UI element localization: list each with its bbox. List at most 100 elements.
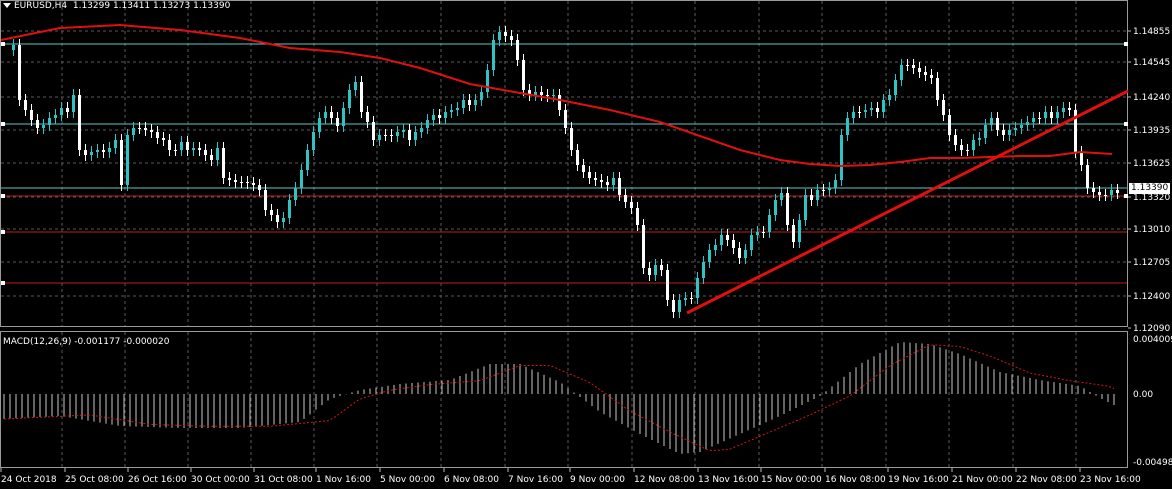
candle-bull xyxy=(654,265,657,275)
candle-bull xyxy=(60,108,63,115)
candle-bear xyxy=(648,268,651,275)
macd-tick-label: 0.004009 xyxy=(1133,335,1172,345)
candle-bear xyxy=(264,190,267,210)
candle-bear xyxy=(258,185,261,190)
candle-bull xyxy=(402,130,405,132)
current-price-tag: 1.13390 xyxy=(1129,183,1170,194)
candle-bear xyxy=(960,145,963,150)
candle-bear xyxy=(528,90,531,95)
time-tick-label: 12 Nov 08:00 xyxy=(634,475,695,485)
candle-bear xyxy=(966,150,969,151)
candle-bull xyxy=(96,150,99,152)
price-tick-label: 1.13935 xyxy=(1133,126,1170,136)
candle-bear xyxy=(66,108,69,112)
candle-bear xyxy=(234,180,237,182)
candle-bull xyxy=(744,250,747,258)
candle-bear xyxy=(738,248,741,258)
candle-bull xyxy=(696,278,699,298)
candle-bear xyxy=(1050,112,1053,118)
candle-bull xyxy=(420,128,423,132)
price-tick-label: 1.12400 xyxy=(1133,292,1170,302)
candle-bull xyxy=(834,180,837,188)
candle-bear xyxy=(222,148,225,178)
candle-bull xyxy=(1044,112,1047,118)
candle-bear xyxy=(876,108,879,112)
candle-bear xyxy=(246,182,249,183)
candle-bull xyxy=(612,178,615,185)
candle-bull xyxy=(12,45,15,50)
line-handle xyxy=(1124,122,1128,126)
candle-bull xyxy=(432,115,435,120)
time-tick-label: 1 Nov 16:00 xyxy=(316,475,371,485)
time-tick-label: 15 Nov 00:00 xyxy=(761,475,822,485)
candle-bear xyxy=(936,78,939,100)
candle-bull xyxy=(414,132,417,140)
candle-bear xyxy=(36,120,39,128)
line-handle xyxy=(1,42,5,46)
price-tick-label: 1.12090 xyxy=(1133,324,1170,334)
candle-bull xyxy=(324,112,327,118)
candle-bull xyxy=(1056,112,1059,118)
time-tick-label: 21 Nov 00:00 xyxy=(952,475,1013,485)
candle-bull xyxy=(216,148,219,160)
candle-bull xyxy=(780,193,783,200)
candle-bear xyxy=(906,65,909,66)
candle-bear xyxy=(732,240,735,248)
candle-bull xyxy=(126,135,129,185)
candle-bull xyxy=(990,118,993,125)
candle-bull xyxy=(444,112,447,118)
candle-bear xyxy=(666,270,669,300)
candle-bull xyxy=(486,70,489,92)
moving-average-line[interactable] xyxy=(0,23,1113,168)
candle-bear xyxy=(330,112,333,118)
macd-histogram xyxy=(3,342,1115,454)
candle-bear xyxy=(918,68,921,72)
candle-bear xyxy=(336,118,339,126)
candle-bull xyxy=(1026,122,1029,125)
candle-bear xyxy=(600,180,603,182)
candle-bull xyxy=(342,108,345,126)
candle-bear xyxy=(78,95,81,150)
candle-bear xyxy=(168,140,171,150)
candle-bear xyxy=(948,115,951,135)
dropdown-triangle-icon[interactable] xyxy=(3,3,11,8)
candle-bear xyxy=(924,72,927,75)
candle-bull xyxy=(1008,130,1011,135)
candle-bear xyxy=(1002,130,1005,135)
macd-signal-line xyxy=(3,344,1115,452)
candle-bull xyxy=(1014,128,1017,130)
candle-bear xyxy=(858,112,861,113)
time-tick-label: 22 Nov 08:00 xyxy=(1016,475,1077,485)
candle-bear xyxy=(468,100,471,105)
candle-bear xyxy=(606,182,609,185)
candle-bear xyxy=(576,150,579,165)
candle-bear xyxy=(210,155,213,160)
candle-bear xyxy=(144,128,147,130)
candle-bear xyxy=(762,232,765,233)
horizontal-lines[interactable] xyxy=(1,42,1128,285)
candle-bull xyxy=(450,110,453,112)
candle-bull xyxy=(714,245,717,250)
time-tick-label: 9 Nov 00:00 xyxy=(570,475,625,485)
grid xyxy=(1,1,1127,467)
candle-bull xyxy=(984,125,987,138)
ohlc-values: 1.13299 1.13411 1.13273 1.13390 xyxy=(72,1,231,11)
time-tick-label: 13 Nov 16:00 xyxy=(698,475,759,485)
candle-bull xyxy=(480,92,483,100)
line-handle xyxy=(1,230,5,234)
candle-bull xyxy=(72,95,75,112)
candle-bear xyxy=(504,32,507,36)
candle-bull xyxy=(498,32,501,40)
time-tick-label: 30 Oct 00:00 xyxy=(191,475,250,485)
candle-bull xyxy=(54,115,57,118)
candle-bear xyxy=(1086,165,1089,188)
time-tick-label: 16 Nov 08:00 xyxy=(825,475,886,485)
candle-bear xyxy=(624,195,627,202)
candle-bull xyxy=(888,95,891,100)
price-tick-label: 1.14240 xyxy=(1133,93,1170,103)
candle-bear xyxy=(546,95,549,96)
candle-bull xyxy=(396,132,399,136)
trendline[interactable] xyxy=(686,89,1129,315)
